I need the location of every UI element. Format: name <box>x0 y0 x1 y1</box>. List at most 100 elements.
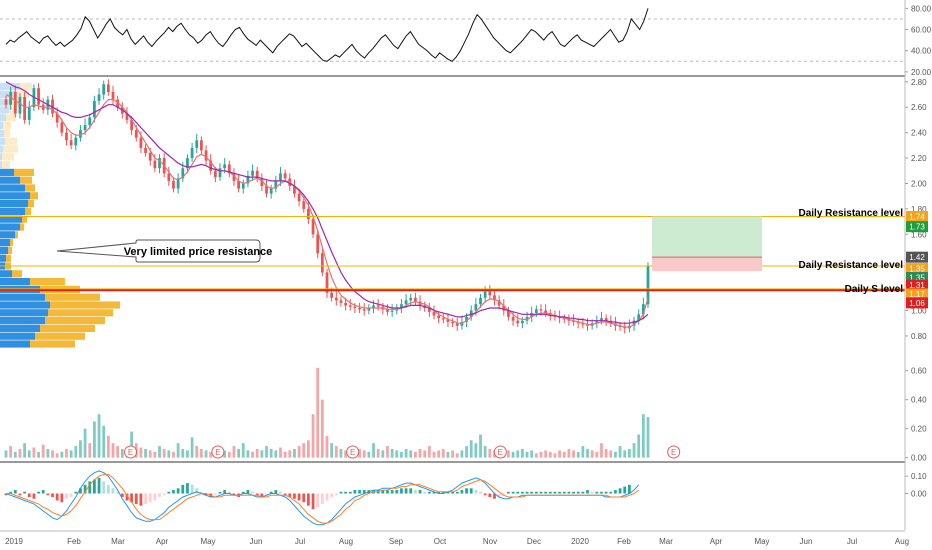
volume-bar-17 <box>83 428 87 458</box>
callout-box <box>56 239 261 263</box>
macd-hist-bar-39 <box>186 483 189 494</box>
volume-bar-137 <box>641 414 645 458</box>
candle-body-53 <box>251 170 254 176</box>
candle-body-89 <box>418 301 422 306</box>
candle-body-16 <box>79 130 82 138</box>
volume-bar-114 <box>534 453 538 458</box>
time-tick-label-3: Apr <box>156 537 169 546</box>
volume-profile-up-7 <box>0 137 5 145</box>
candle-body-45 <box>213 170 217 178</box>
macd-hist-bar-69 <box>325 493 329 501</box>
volume-bar-117 <box>548 451 552 458</box>
volume-bar-132 <box>618 446 622 458</box>
macd-hist-bar-74 <box>348 491 352 494</box>
resistance-upper-label: Daily Resistance level <box>798 208 903 219</box>
macd-hist-bar-62 <box>293 493 296 499</box>
macd-hist-bar-108 <box>507 491 510 494</box>
price-badge-label-1: 1.73 <box>909 223 925 232</box>
volume-bar-25 <box>120 448 124 458</box>
volume-bar-32 <box>153 451 157 458</box>
candle-body-50 <box>237 180 240 189</box>
volume-bar-13 <box>65 448 68 458</box>
macd-hist-bar-13 <box>65 493 68 499</box>
candle-body-52 <box>246 175 250 184</box>
oscillator-pane: 80.00 60.00 40.00 20.00 <box>0 4 932 77</box>
candle-body-30 <box>144 147 147 153</box>
volume-bar-8 <box>41 444 45 458</box>
volume-bar-20 <box>97 414 101 458</box>
macd-hist-bar-94 <box>441 491 445 494</box>
price-pane: 2.802.602.402.202.001.801.601.401.201.00… <box>0 78 928 348</box>
macd-tick-label-1: 0.00 <box>911 490 927 499</box>
macd-hist-bar-76 <box>358 490 361 494</box>
earnings-marker-label-3: E <box>498 448 503 457</box>
volume-bar-1 <box>9 446 13 458</box>
macd-hist-bar-34 <box>162 493 166 496</box>
volume-bar-68 <box>320 399 324 458</box>
volume-bar-81 <box>381 450 385 458</box>
volume-bar-77 <box>362 450 366 458</box>
volume-bar-10 <box>51 450 54 458</box>
volume-bar-59 <box>279 447 282 458</box>
volume-bar-94 <box>441 448 445 458</box>
price-badge-label-4: 1.35 <box>909 273 925 282</box>
volume-bar-11 <box>55 453 59 458</box>
time-tick-label-8: Sep <box>389 537 404 546</box>
price-badge-label-6: 1.17 <box>909 290 925 299</box>
candle-body-114 <box>534 309 538 314</box>
volume-bar-85 <box>400 451 403 458</box>
candle-body-42 <box>200 140 203 151</box>
volume-profile-down-30 <box>45 317 105 325</box>
volume-bar-0 <box>4 450 8 458</box>
volume-bar-91 <box>427 446 431 458</box>
candle-body-108 <box>507 310 510 317</box>
macd-hist-bar-12 <box>60 493 64 503</box>
candle-body-58 <box>274 180 278 189</box>
candle-body-78 <box>367 307 371 311</box>
volume-profile-up-3 <box>0 106 9 114</box>
osc-tick-label-2: 40.00 <box>911 47 932 56</box>
candle-body-36 <box>172 180 175 189</box>
volume-bar-119 <box>558 450 561 458</box>
volume-bar-118 <box>553 453 557 458</box>
candle-body-72 <box>339 300 343 303</box>
volume-profile-down-18 <box>20 223 24 231</box>
candle-body-12 <box>60 122 64 133</box>
candle-body-107 <box>502 305 506 311</box>
macd-hist-bar-18 <box>88 481 92 494</box>
earnings-marker-label-4: E <box>671 448 676 457</box>
macd-tick-label-0: 0.10 <box>911 472 927 481</box>
candle-body-136 <box>637 314 641 321</box>
macd-hist-bar-9 <box>46 493 50 496</box>
time-tick-label-14: Mar <box>659 537 673 546</box>
earnings-marker-3 <box>493 445 507 459</box>
macd-hist-bar-72 <box>339 491 343 494</box>
macd-hist-bar-81 <box>381 490 385 494</box>
macd-hist-bar-36 <box>172 490 175 494</box>
macd-hist-bar-35 <box>167 491 171 494</box>
volume-bar-111 <box>521 448 524 458</box>
volume-profile-down-3 <box>9 106 17 114</box>
volume-bar-86 <box>404 448 408 458</box>
time-tick-label-12: 2020 <box>571 537 589 546</box>
macd-hist-bar-28 <box>134 493 138 504</box>
volume-profile-down-20 <box>10 239 13 247</box>
macd-hist-bar-73 <box>344 491 347 494</box>
macd-hist-bar-104 <box>488 493 492 497</box>
annotations: Daily Resistance level Daily Resistance … <box>56 208 903 295</box>
candle-body-121 <box>567 319 571 321</box>
volume-bar-21 <box>102 425 106 458</box>
macd-hist-bar-37 <box>176 488 180 494</box>
volume-bar-3 <box>18 448 22 458</box>
macd-signal-line <box>6 473 639 524</box>
candle-body-57 <box>269 188 273 194</box>
macd-hist-bar-70 <box>330 493 334 497</box>
macd-hist-bar-20 <box>97 477 101 494</box>
macd-hist-bar-46 <box>218 491 222 494</box>
candle-body-116 <box>544 310 548 314</box>
volume-bar-92 <box>432 451 436 458</box>
volume-bar-4 <box>23 443 26 458</box>
volume-bar-96 <box>451 450 454 458</box>
volume-profile-down-27 <box>45 293 100 301</box>
